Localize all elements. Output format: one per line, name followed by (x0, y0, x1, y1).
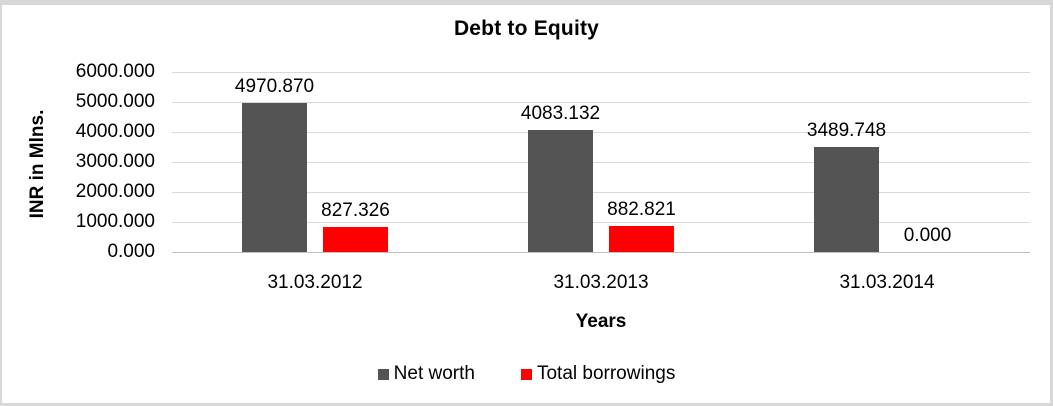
gridline (172, 72, 1030, 73)
category-label: 31.03.2013 (553, 272, 649, 293)
data-label-total-borrowings: 0.000 (903, 225, 952, 246)
data-label-net-worth: 3489.748 (806, 120, 887, 141)
bar-total-borrowings (323, 227, 388, 252)
bar-net-worth (242, 103, 307, 252)
legend: Net worth Total borrowings (0, 363, 1053, 385)
category-label: 31.03.2014 (839, 272, 935, 293)
data-label-net-worth: 4970.870 (234, 76, 315, 97)
category-label: 31.03.2012 (267, 272, 363, 293)
gridline (172, 102, 1030, 103)
legend-label: Net worth (393, 363, 475, 384)
x-axis-title: Years (575, 311, 627, 332)
y-tick-label: 5000.000 (75, 91, 155, 112)
y-tick-label: 2000.000 (75, 181, 155, 202)
legend-item-net-worth: Net worth (377, 363, 475, 385)
x-axis-line (172, 252, 1030, 253)
y-tick-label: 1000.000 (75, 211, 155, 232)
bar-net-worth (814, 147, 879, 252)
legend-label: Total borrowings (536, 363, 676, 384)
y-tick-label: 4000.000 (75, 121, 155, 142)
data-label-total-borrowings: 882.821 (607, 199, 676, 220)
plot-area: 4970.870 827.326 4083.132 882.821 3489.748 0.… (172, 72, 1030, 253)
data-label-total-borrowings: 827.326 (321, 200, 390, 221)
bar-total-borrowings (609, 226, 674, 252)
gridline (172, 132, 1030, 133)
data-label-net-worth: 4083.132 (520, 103, 601, 124)
y-tick-label: 0.000 (107, 241, 155, 262)
gridline (172, 162, 1030, 163)
legend-swatch-total-borrowings (520, 368, 532, 380)
y-tick-label: 6000.000 (75, 61, 155, 82)
bar-net-worth (528, 130, 593, 252)
legend-swatch-net-worth (377, 368, 389, 380)
gridline (172, 192, 1030, 193)
legend-item-total-borrowings: Total borrowings (520, 363, 676, 385)
chart-title: Debt to Equity (453, 17, 600, 40)
y-tick-label: 3000.000 (75, 151, 155, 172)
gridline (172, 222, 1030, 223)
